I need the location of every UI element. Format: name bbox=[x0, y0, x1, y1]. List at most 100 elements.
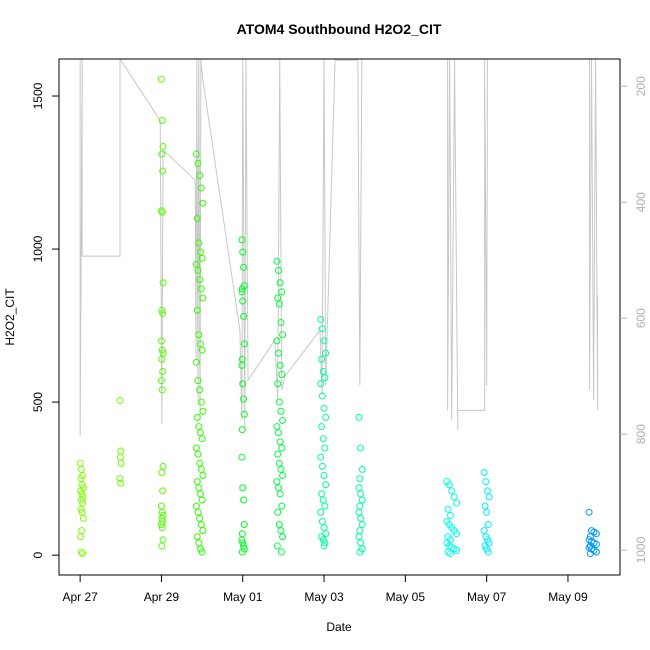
data-point bbox=[358, 496, 366, 504]
data-point bbox=[276, 279, 284, 287]
data-point bbox=[193, 478, 201, 486]
data-point bbox=[199, 407, 207, 415]
data-point bbox=[195, 331, 203, 339]
data-point bbox=[193, 214, 201, 222]
data-point bbox=[585, 508, 593, 516]
data-point bbox=[322, 481, 330, 489]
data-point bbox=[238, 548, 246, 556]
y-tick-label: 500 bbox=[31, 392, 45, 412]
data-point bbox=[318, 517, 326, 525]
data-point bbox=[320, 524, 328, 532]
data-point bbox=[357, 444, 365, 452]
data-point bbox=[239, 380, 247, 388]
data-point bbox=[274, 450, 282, 458]
data-point bbox=[358, 521, 366, 529]
data-point bbox=[158, 117, 166, 125]
plot-frame bbox=[58, 58, 621, 576]
data-point bbox=[279, 416, 287, 424]
data-point bbox=[77, 548, 85, 556]
data-point bbox=[485, 493, 493, 501]
data-point bbox=[199, 527, 207, 535]
data-point bbox=[484, 548, 492, 556]
data-point bbox=[318, 462, 326, 470]
data-point bbox=[197, 285, 205, 293]
data-point bbox=[198, 346, 206, 354]
y2-tick-label: 600 bbox=[634, 308, 648, 328]
data-point bbox=[277, 465, 285, 473]
data-point bbox=[322, 349, 330, 357]
data-point bbox=[79, 550, 87, 558]
data-point bbox=[196, 340, 204, 348]
data-point bbox=[240, 263, 248, 271]
data-point bbox=[357, 514, 365, 522]
data-point bbox=[483, 508, 491, 516]
data-point bbox=[196, 172, 204, 180]
data-point bbox=[239, 297, 247, 305]
data-point bbox=[158, 524, 166, 532]
data-point bbox=[278, 444, 286, 452]
data-point bbox=[195, 239, 203, 247]
data-point bbox=[159, 167, 167, 175]
data-point bbox=[453, 530, 461, 538]
data-point bbox=[159, 487, 167, 495]
data-point bbox=[194, 266, 202, 274]
data-point bbox=[198, 254, 206, 262]
data-point bbox=[157, 337, 165, 345]
x-tick-label: May 01 bbox=[223, 590, 263, 604]
data-point bbox=[321, 374, 329, 382]
data-point bbox=[159, 309, 167, 317]
y2-tick-label: 400 bbox=[634, 192, 648, 212]
data-point bbox=[239, 248, 247, 256]
x-tick-label: May 09 bbox=[548, 590, 588, 604]
data-point bbox=[238, 236, 246, 244]
data-point bbox=[197, 184, 205, 192]
data-point bbox=[240, 496, 248, 504]
data-point bbox=[240, 340, 248, 348]
data-point bbox=[158, 355, 166, 363]
data-point bbox=[318, 490, 326, 498]
y2-tick-label: 800 bbox=[634, 424, 648, 444]
data-point bbox=[193, 306, 201, 314]
data-point bbox=[317, 508, 325, 516]
data-point bbox=[192, 358, 200, 366]
data-point bbox=[357, 539, 365, 547]
data-point bbox=[317, 380, 325, 388]
y-axis-label: H2O2_CIT bbox=[3, 288, 17, 346]
data-point bbox=[192, 150, 200, 158]
data-point bbox=[586, 550, 594, 558]
data-point bbox=[276, 438, 284, 446]
data-point bbox=[238, 536, 246, 544]
data-point bbox=[273, 337, 281, 345]
data-point bbox=[278, 288, 286, 296]
data-point bbox=[77, 533, 85, 541]
data-point bbox=[274, 294, 282, 302]
data-point bbox=[480, 468, 488, 476]
data-point bbox=[276, 490, 284, 498]
data-point bbox=[79, 499, 87, 507]
data-point bbox=[116, 397, 124, 405]
data-point bbox=[157, 75, 165, 83]
data-point bbox=[240, 410, 248, 418]
data-point bbox=[318, 423, 326, 431]
data-point bbox=[197, 398, 205, 406]
data-point bbox=[196, 429, 204, 437]
data-point bbox=[320, 542, 328, 550]
data-point bbox=[158, 208, 166, 216]
data-point bbox=[317, 453, 325, 461]
data-point bbox=[240, 312, 248, 320]
data-point bbox=[453, 547, 461, 555]
data-point bbox=[196, 490, 204, 498]
data-point bbox=[192, 502, 200, 510]
data-point bbox=[78, 481, 86, 489]
data-point bbox=[321, 502, 329, 510]
data-point bbox=[197, 465, 205, 473]
data-point bbox=[453, 499, 461, 507]
x-tick-label: May 05 bbox=[386, 590, 426, 604]
data-point bbox=[239, 484, 247, 492]
pressure-line bbox=[79, 57, 599, 436]
data-point bbox=[158, 386, 166, 394]
data-point bbox=[275, 484, 283, 492]
data-point bbox=[275, 266, 283, 274]
